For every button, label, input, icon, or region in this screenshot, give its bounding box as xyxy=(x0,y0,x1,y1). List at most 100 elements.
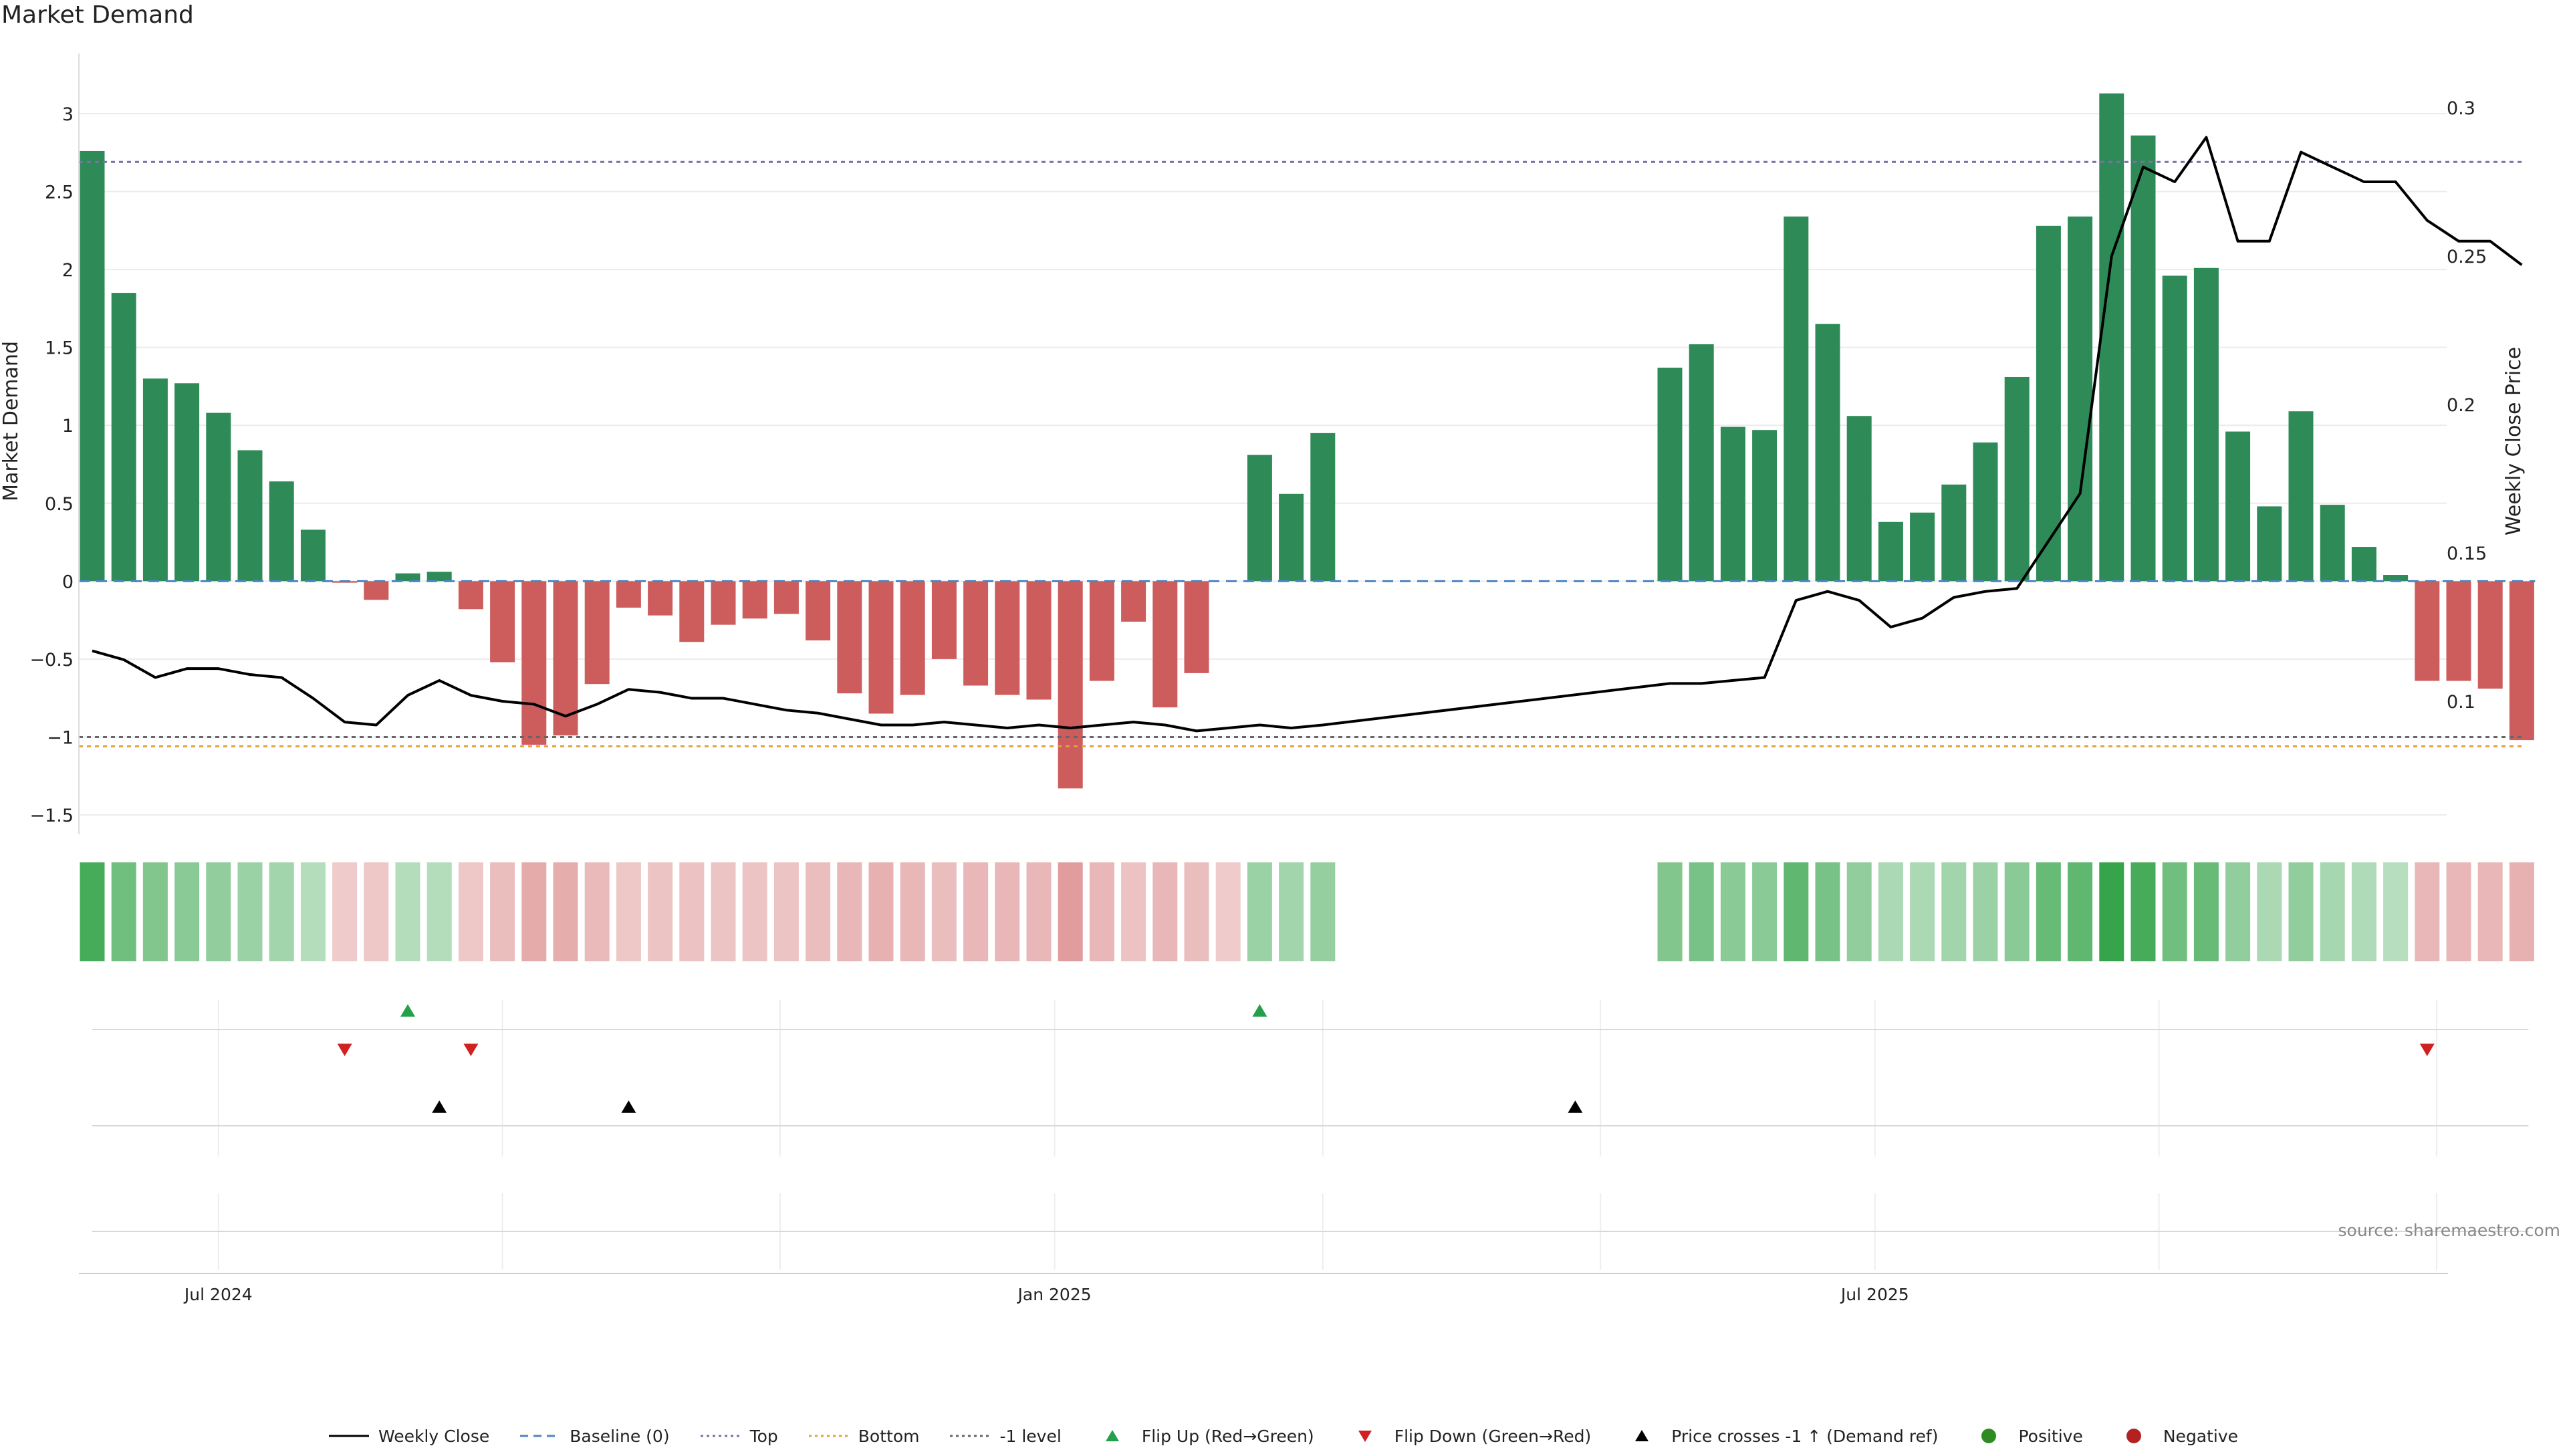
y-tick-label: 3 xyxy=(62,104,74,125)
heatmap-cell xyxy=(1279,862,1304,961)
y-tick-label: 0 xyxy=(62,572,74,592)
heatmap-cell xyxy=(1215,862,1241,961)
heatmap-cell xyxy=(584,862,610,961)
legend-swatch-icon xyxy=(950,1435,991,1437)
demand-bar xyxy=(1089,581,1114,681)
heatmap-cell xyxy=(2351,862,2376,961)
heatmap-cell xyxy=(2004,862,2030,961)
heatmap-cell xyxy=(2130,862,2156,961)
demand-bar xyxy=(111,293,136,582)
heatmap-cell xyxy=(1973,862,1998,961)
heatmap-cell xyxy=(269,862,294,961)
heatmap-cell xyxy=(174,862,200,961)
y-tick-label: 1 xyxy=(62,416,74,437)
demand-bar xyxy=(1973,442,1998,582)
demand-bar xyxy=(2193,267,2219,582)
demand-bar xyxy=(868,581,894,714)
demand-bar xyxy=(995,581,1020,695)
heatmap-cell xyxy=(837,862,862,961)
legend-item: Price crosses -1 ↑ (Demand ref) xyxy=(1622,1427,1938,1446)
demand-bar xyxy=(648,581,673,616)
legend-swatch-icon xyxy=(328,1435,369,1437)
heatmap-cell xyxy=(995,862,1020,961)
heatmap-cell xyxy=(300,862,326,961)
demand-bar xyxy=(80,150,105,582)
demand-bar xyxy=(2162,275,2187,582)
demand-bar xyxy=(521,581,547,745)
legend-label: Negative xyxy=(2163,1426,2239,1446)
demand-bar xyxy=(616,581,641,608)
demand-bar xyxy=(2257,506,2282,582)
heatmap-cell xyxy=(1657,862,1683,961)
legend-item: Weekly Close xyxy=(328,1427,489,1446)
legend-label: Price crosses -1 ↑ (Demand ref) xyxy=(1671,1426,1939,1446)
demand-bar xyxy=(490,581,515,662)
demand-bar xyxy=(2351,547,2376,582)
legend-label: Baseline (0) xyxy=(570,1426,670,1446)
chart-title: Market Demand xyxy=(1,1,194,29)
heatmap-cell xyxy=(1815,862,1840,961)
heatmap-cell xyxy=(742,862,767,961)
demand-bar xyxy=(458,581,483,610)
legend-swatch-icon xyxy=(520,1435,561,1437)
legend-swatch-icon xyxy=(808,1435,849,1437)
demand-bar xyxy=(2383,575,2409,582)
legend-item: -1 level xyxy=(950,1426,1062,1446)
demand-bar xyxy=(2099,93,2124,582)
demand-bar xyxy=(426,572,452,582)
demand-bar xyxy=(742,581,767,619)
y2-tick-label: 0.1 xyxy=(2447,692,2475,713)
demand-bar xyxy=(395,573,420,582)
heatmap-cell xyxy=(1846,862,1872,961)
demand-bar xyxy=(237,450,263,582)
heatmap-cell xyxy=(332,862,358,961)
heatmap-cell xyxy=(1089,862,1114,961)
heatmap-cell xyxy=(490,862,515,961)
heatmap-cell xyxy=(2257,862,2282,961)
legend-item: Top xyxy=(700,1427,778,1446)
flip-up-marker xyxy=(1252,1004,1267,1017)
heatmap-cell xyxy=(2509,862,2534,961)
demand-bar xyxy=(1657,367,1683,582)
heatmap-cell xyxy=(2193,862,2219,961)
demand-bar xyxy=(1058,581,1083,789)
y2-tick-label: 0.15 xyxy=(2447,543,2487,564)
heatmap-cell xyxy=(900,862,925,961)
heatmap-cell xyxy=(1121,862,1146,961)
demand-bar xyxy=(364,581,389,600)
heatmap-cell xyxy=(1784,862,1809,961)
heatmap-cell xyxy=(1058,862,1083,961)
chart-legend: Weekly Close Baseline (0) Top Bottom -1 leve… xyxy=(0,1416,2567,1456)
legend-item: Flip Down (Green→Red) xyxy=(1345,1427,1591,1446)
heatmap-cell xyxy=(2099,862,2124,961)
heatmap-cell xyxy=(2288,862,2314,961)
y-tick-label: −0.5 xyxy=(29,650,74,671)
demand-bar xyxy=(2477,581,2503,689)
demand-bar xyxy=(1815,324,1840,582)
y-tick-label: −1.5 xyxy=(29,806,74,826)
heatmap-cell xyxy=(1247,862,1272,961)
demand-bar xyxy=(1026,581,1052,700)
legend-label: -1 level xyxy=(999,1426,1062,1446)
price-cross-marker xyxy=(432,1100,447,1113)
demand-bar xyxy=(2225,431,2251,582)
heatmap-cell xyxy=(1910,862,1935,961)
heatmap-cell xyxy=(931,862,957,961)
demand-bar xyxy=(900,581,925,695)
demand-bar xyxy=(1752,430,1778,582)
heatmap-cell xyxy=(237,862,263,961)
demand-bar xyxy=(2320,505,2345,582)
legend-label: Flip Up (Red→Green) xyxy=(1141,1426,1314,1446)
y-tick-label: 0.5 xyxy=(45,494,74,515)
demand-bar xyxy=(174,383,200,582)
demand-bar xyxy=(142,378,168,582)
demand-bar xyxy=(553,581,578,736)
flip-down-marker xyxy=(463,1044,479,1056)
demand-bar xyxy=(1784,216,1809,582)
y-axis-label: Market Demand xyxy=(0,341,23,501)
heatmap-cell xyxy=(1752,862,1778,961)
heatmap-cell xyxy=(1941,862,1967,961)
heatmap-cell xyxy=(111,862,136,961)
demand-bar xyxy=(1310,433,1336,582)
demand-bar xyxy=(2068,216,2093,582)
